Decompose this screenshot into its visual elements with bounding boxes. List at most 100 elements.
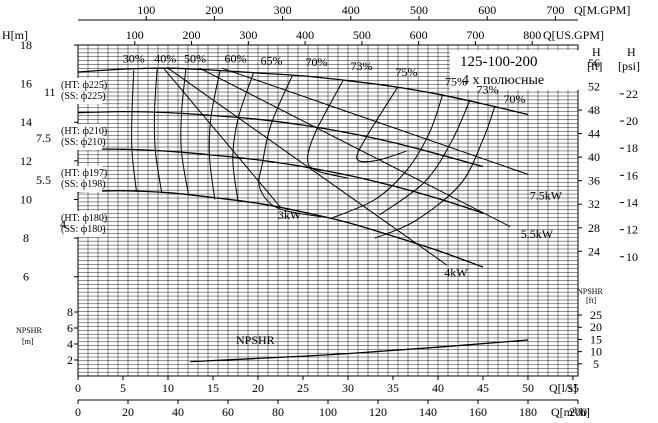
efficiency-label: 30% [123, 51, 145, 65]
npshr-curve [190, 339, 529, 363]
head-curve-0 [77, 67, 529, 116]
y-right-npsh-unit: [ft] [586, 296, 597, 305]
x-bottom-1-tick-label: 15 [207, 381, 219, 395]
x-top-2-label: Q[US.GPM] [543, 28, 604, 42]
x-bottom-2-tick-label: 180 [519, 405, 537, 419]
efficiency-iso-line-7 [356, 87, 407, 163]
x-top-1-ticks: 100 200 300 400 500 600 700 [137, 3, 564, 20]
y-right-psi-ticks: 10 12 14 16 18 20 22 [620, 87, 638, 264]
title-box-bg [450, 50, 584, 90]
power-label: 7.5kW [530, 188, 563, 202]
x-bottom-1-tick-label: 10 [162, 381, 174, 395]
efficiency-iso-line-2 [180, 68, 190, 196]
y-right-npsh-tick-label: 25 [590, 308, 602, 322]
x-bottom-1-tick-label: 30 [342, 381, 354, 395]
efficiency-iso-line-8 [329, 95, 443, 220]
x-top-2-ticks: 100 200 300 400 500 600 700 800 [126, 28, 541, 45]
y-right-npsh-tick-label: 10 [590, 345, 602, 359]
y-left-tick-label: 18 [20, 38, 32, 52]
grid [77, 44, 579, 377]
impeller-4-power: 4 [60, 217, 66, 231]
y-left-npsh-tick-label: 4 [67, 337, 73, 351]
y-right-npsh-tick-label: 15 [590, 332, 602, 346]
y-left-tick-label: 8 [23, 231, 29, 245]
y-left-npsh-unit: [m] [22, 337, 34, 346]
impeller-7-5-power: 7.5 [36, 131, 51, 145]
y-right-npsh-tick-label: 20 [590, 320, 602, 334]
x-top-2-tick-label: 700 [466, 28, 484, 42]
efficiency-iso-line-4 [232, 72, 254, 203]
y-right-head-unit: [ft] [587, 59, 602, 73]
power-label: 4kW [444, 266, 468, 280]
y-left-npsh-tick-label: 6 [67, 321, 73, 335]
x-bottom-1-tick-label: 40 [432, 381, 444, 395]
x-bottom-1-tick-label: 35 [387, 381, 399, 395]
efficiency-labels: 30% 40% 50% 60% 65% 70% 73% 75% 75% 73% 70% [123, 51, 526, 106]
y-right-head-label: H [592, 45, 601, 59]
impeller-11-label: (HT: ф225) (SS: ф225) [61, 80, 107, 102]
x-bottom-1-tick-label: 50 [522, 381, 534, 395]
efficiency-iso-line-1 [153, 68, 163, 193]
power-line-2 [199, 67, 511, 227]
x-bottom-1-label: Q[l/s] [549, 381, 577, 395]
impeller-7-5-label: (HT: ф210) (SS: ф210) [61, 126, 107, 148]
x-bottom-1-tick-label: 20 [252, 381, 264, 395]
y-right-ft-tick-label: 32 [588, 197, 600, 211]
y-left-tick-label: 10 [20, 192, 32, 206]
power-labels: 3kW 4kW 5.5kW 7.5kW [278, 188, 563, 279]
x-top-1-tick-label: 300 [274, 3, 292, 17]
y-right-psi-tick-label: 14 [626, 195, 638, 209]
npshr-line [190, 339, 529, 363]
impeller-5-5-label: (HT: ф197) (SS: ф198) [61, 168, 107, 190]
chart-subtitle: 4 х полюсные [462, 73, 544, 88]
label-bg-11 [58, 78, 102, 104]
x-bottom-2-tick-label: 160 [469, 405, 487, 419]
y-right-ft-tick-label: 36 [588, 174, 600, 188]
x-bottom-1-tick-label: 5 [120, 381, 126, 395]
impeller-5-5-power: 5.5 [36, 173, 51, 187]
power-line-3 [221, 67, 529, 175]
efficiency-iso-line-3 [208, 70, 221, 200]
y-right-psi-tick-label: 10 [626, 250, 638, 264]
y-left-head-ticks: 6 8 10 12 14 16 18 [20, 38, 78, 284]
efficiency-label: 70% [305, 55, 327, 69]
efficiency-label: 75% [445, 75, 467, 89]
x-top-1-tick-label: 100 [137, 3, 155, 17]
y-right-ft-tick-label: 24 [588, 244, 600, 258]
x-top-1-tick-label: 700 [546, 3, 564, 17]
y-left-npsh-ticks: 2 4 6 8 [67, 305, 78, 367]
impeller-11-power: 11 [44, 85, 56, 99]
y-right-psi-tick-label: 20 [626, 114, 638, 128]
impeller-4-label: (HT: ф180) (SS: ф180) [61, 213, 107, 235]
npshr-curve-label: NPSHR [236, 333, 275, 347]
y-right-ft-tick-label: 56 [588, 56, 600, 70]
head-curve-2 [77, 148, 484, 214]
power-line-1 [167, 67, 448, 266]
x-top-2-tick-label: 500 [353, 28, 371, 42]
y-left-npsh-label: NPSHR [16, 326, 42, 335]
y-right-ft-tick-label: 28 [588, 221, 600, 235]
y-left-tick-label: 14 [20, 115, 32, 129]
y-right-npsh-label: NPSHR [577, 287, 603, 296]
x-top-1-tick-label: 200 [205, 3, 223, 17]
head-curve-3 [77, 190, 484, 268]
y-right-psi-label: H [627, 45, 636, 59]
title-box: 125-100-200 4 х полюсные [450, 50, 584, 90]
x-bottom-2-tick-label: 40 [172, 405, 184, 419]
efficiency-label: 70% [503, 92, 525, 106]
left-axes: H[m] 6 8 10 12 14 16 18 2 4 6 8 NPSHR [m] [2, 28, 78, 367]
power-label: 5.5kW [521, 227, 554, 241]
x-bottom-1-tick-label: 45 [477, 381, 489, 395]
efficiency-label: 50% [184, 51, 206, 65]
x-bottom-2-tick-label: 0 [75, 405, 81, 419]
x-bottom-2-ticks: 0 20 40 60 80 100 120 140 160 180 200 [75, 400, 587, 419]
x-bottom-2-tick-label: 140 [419, 405, 437, 419]
label-bg-7-5 [58, 124, 102, 150]
power-label: 3kW [278, 208, 302, 222]
bottom-axes: 0 5 10 15 20 25 30 35 40 45 50 55 0 20 40 60 80 100 120 14… [75, 376, 590, 419]
x-bottom-1-tick-label: 55 [567, 381, 579, 395]
y-right-psi-tick-label: 16 [626, 168, 638, 182]
label-bg-5-5 [58, 166, 102, 192]
y-right-psi-tick-label: 18 [626, 141, 638, 155]
